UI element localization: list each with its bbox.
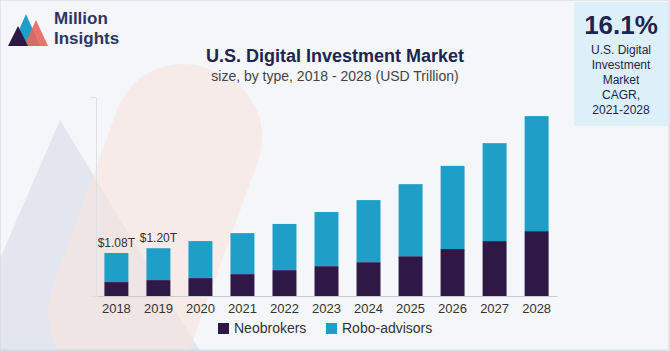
x-axis-line bbox=[97, 296, 558, 297]
bar bbox=[483, 241, 507, 296]
decoration bbox=[28, 44, 282, 351]
logo-text: Million bbox=[54, 9, 108, 28]
x-tick-label: 2022 bbox=[270, 301, 299, 316]
bar bbox=[188, 278, 212, 296]
bar bbox=[357, 262, 381, 296]
legend: Neobrokers Robo-advisors bbox=[218, 320, 432, 336]
bar bbox=[441, 249, 465, 296]
callout-text: U.S. Digital bbox=[591, 43, 651, 57]
callout-value: 16.1% bbox=[584, 10, 658, 40]
logo-text: Insights bbox=[54, 29, 119, 48]
x-tick-label: 2027 bbox=[480, 301, 509, 316]
legend-label: Robo-advisors bbox=[342, 320, 432, 336]
frame bbox=[0, 0, 669, 350]
x-tick-label: 2026 bbox=[438, 301, 467, 316]
logo-icon bbox=[24, 20, 48, 46]
x-tick-label: 2021 bbox=[228, 301, 257, 316]
legend-swatch bbox=[326, 323, 337, 334]
x-tick: 2025 bbox=[396, 296, 425, 316]
logo: MillionInsights bbox=[8, 9, 119, 48]
x-tick: 2019 bbox=[144, 296, 173, 316]
bar bbox=[230, 233, 254, 274]
x-tick: 2018 bbox=[102, 296, 131, 316]
bar bbox=[104, 282, 128, 296]
x-tick: 2028 bbox=[522, 296, 551, 316]
bar bbox=[272, 270, 296, 296]
bar bbox=[399, 184, 423, 256]
bar bbox=[146, 248, 170, 280]
x-tick: 2022 bbox=[270, 296, 299, 316]
x-tick: 2027 bbox=[480, 296, 509, 316]
legend-swatch bbox=[218, 323, 229, 334]
y-axis bbox=[90, 98, 97, 297]
chart: MillionInsights 16.1% U.S. DigitalInvestme… bbox=[0, 0, 670, 351]
x-tick-label: 2019 bbox=[144, 301, 173, 316]
plot-area bbox=[104, 116, 548, 296]
bar bbox=[525, 116, 549, 231]
bar bbox=[357, 200, 381, 262]
logo-icon bbox=[8, 26, 28, 46]
bar bbox=[146, 280, 170, 296]
total-label: $1.20T bbox=[140, 231, 178, 245]
y-axis-line bbox=[90, 98, 97, 297]
callout-box bbox=[574, 2, 668, 126]
x-tick: 2023 bbox=[312, 296, 341, 316]
x-tick-label: 2020 bbox=[186, 301, 215, 316]
x-axis: 2018 2019 2020 2021 2022 2023 2024 2025 2026 2027… bbox=[97, 296, 558, 316]
x-tick: 2021 bbox=[228, 296, 257, 316]
callout: 16.1% U.S. DigitalInvestmentMarketCAGR,20… bbox=[574, 2, 668, 126]
subtitle: size, by type, 2018 - 2028 (USD Trillion… bbox=[211, 68, 458, 84]
x-tick-label: 2024 bbox=[354, 301, 383, 316]
callout-text: 2021-2028 bbox=[592, 103, 650, 117]
bar bbox=[188, 241, 212, 278]
x-tick: 2020 bbox=[186, 296, 215, 316]
bar bbox=[230, 274, 254, 296]
x-tick-label: 2023 bbox=[312, 301, 341, 316]
legend-label: Neobrokers bbox=[234, 320, 306, 336]
x-tick: 2026 bbox=[438, 296, 467, 316]
x-tick-label: 2018 bbox=[102, 301, 131, 316]
total-label: $1.08T bbox=[98, 236, 136, 250]
callout-text: CAGR, bbox=[602, 88, 640, 102]
title: U.S. Digital Investment Market bbox=[206, 46, 464, 66]
bar bbox=[315, 266, 339, 296]
x-tick-label: 2025 bbox=[396, 301, 425, 316]
bar bbox=[399, 256, 423, 296]
bar bbox=[525, 231, 549, 296]
bar bbox=[483, 143, 507, 241]
bar bbox=[315, 212, 339, 266]
bar bbox=[441, 166, 465, 249]
x-tick: 2024 bbox=[354, 296, 383, 316]
bar bbox=[104, 253, 128, 282]
callout-text: Market bbox=[603, 73, 640, 87]
series bbox=[104, 116, 548, 282]
callout-text: Investment bbox=[592, 58, 651, 72]
x-tick-label: 2028 bbox=[522, 301, 551, 316]
bar bbox=[272, 224, 296, 270]
